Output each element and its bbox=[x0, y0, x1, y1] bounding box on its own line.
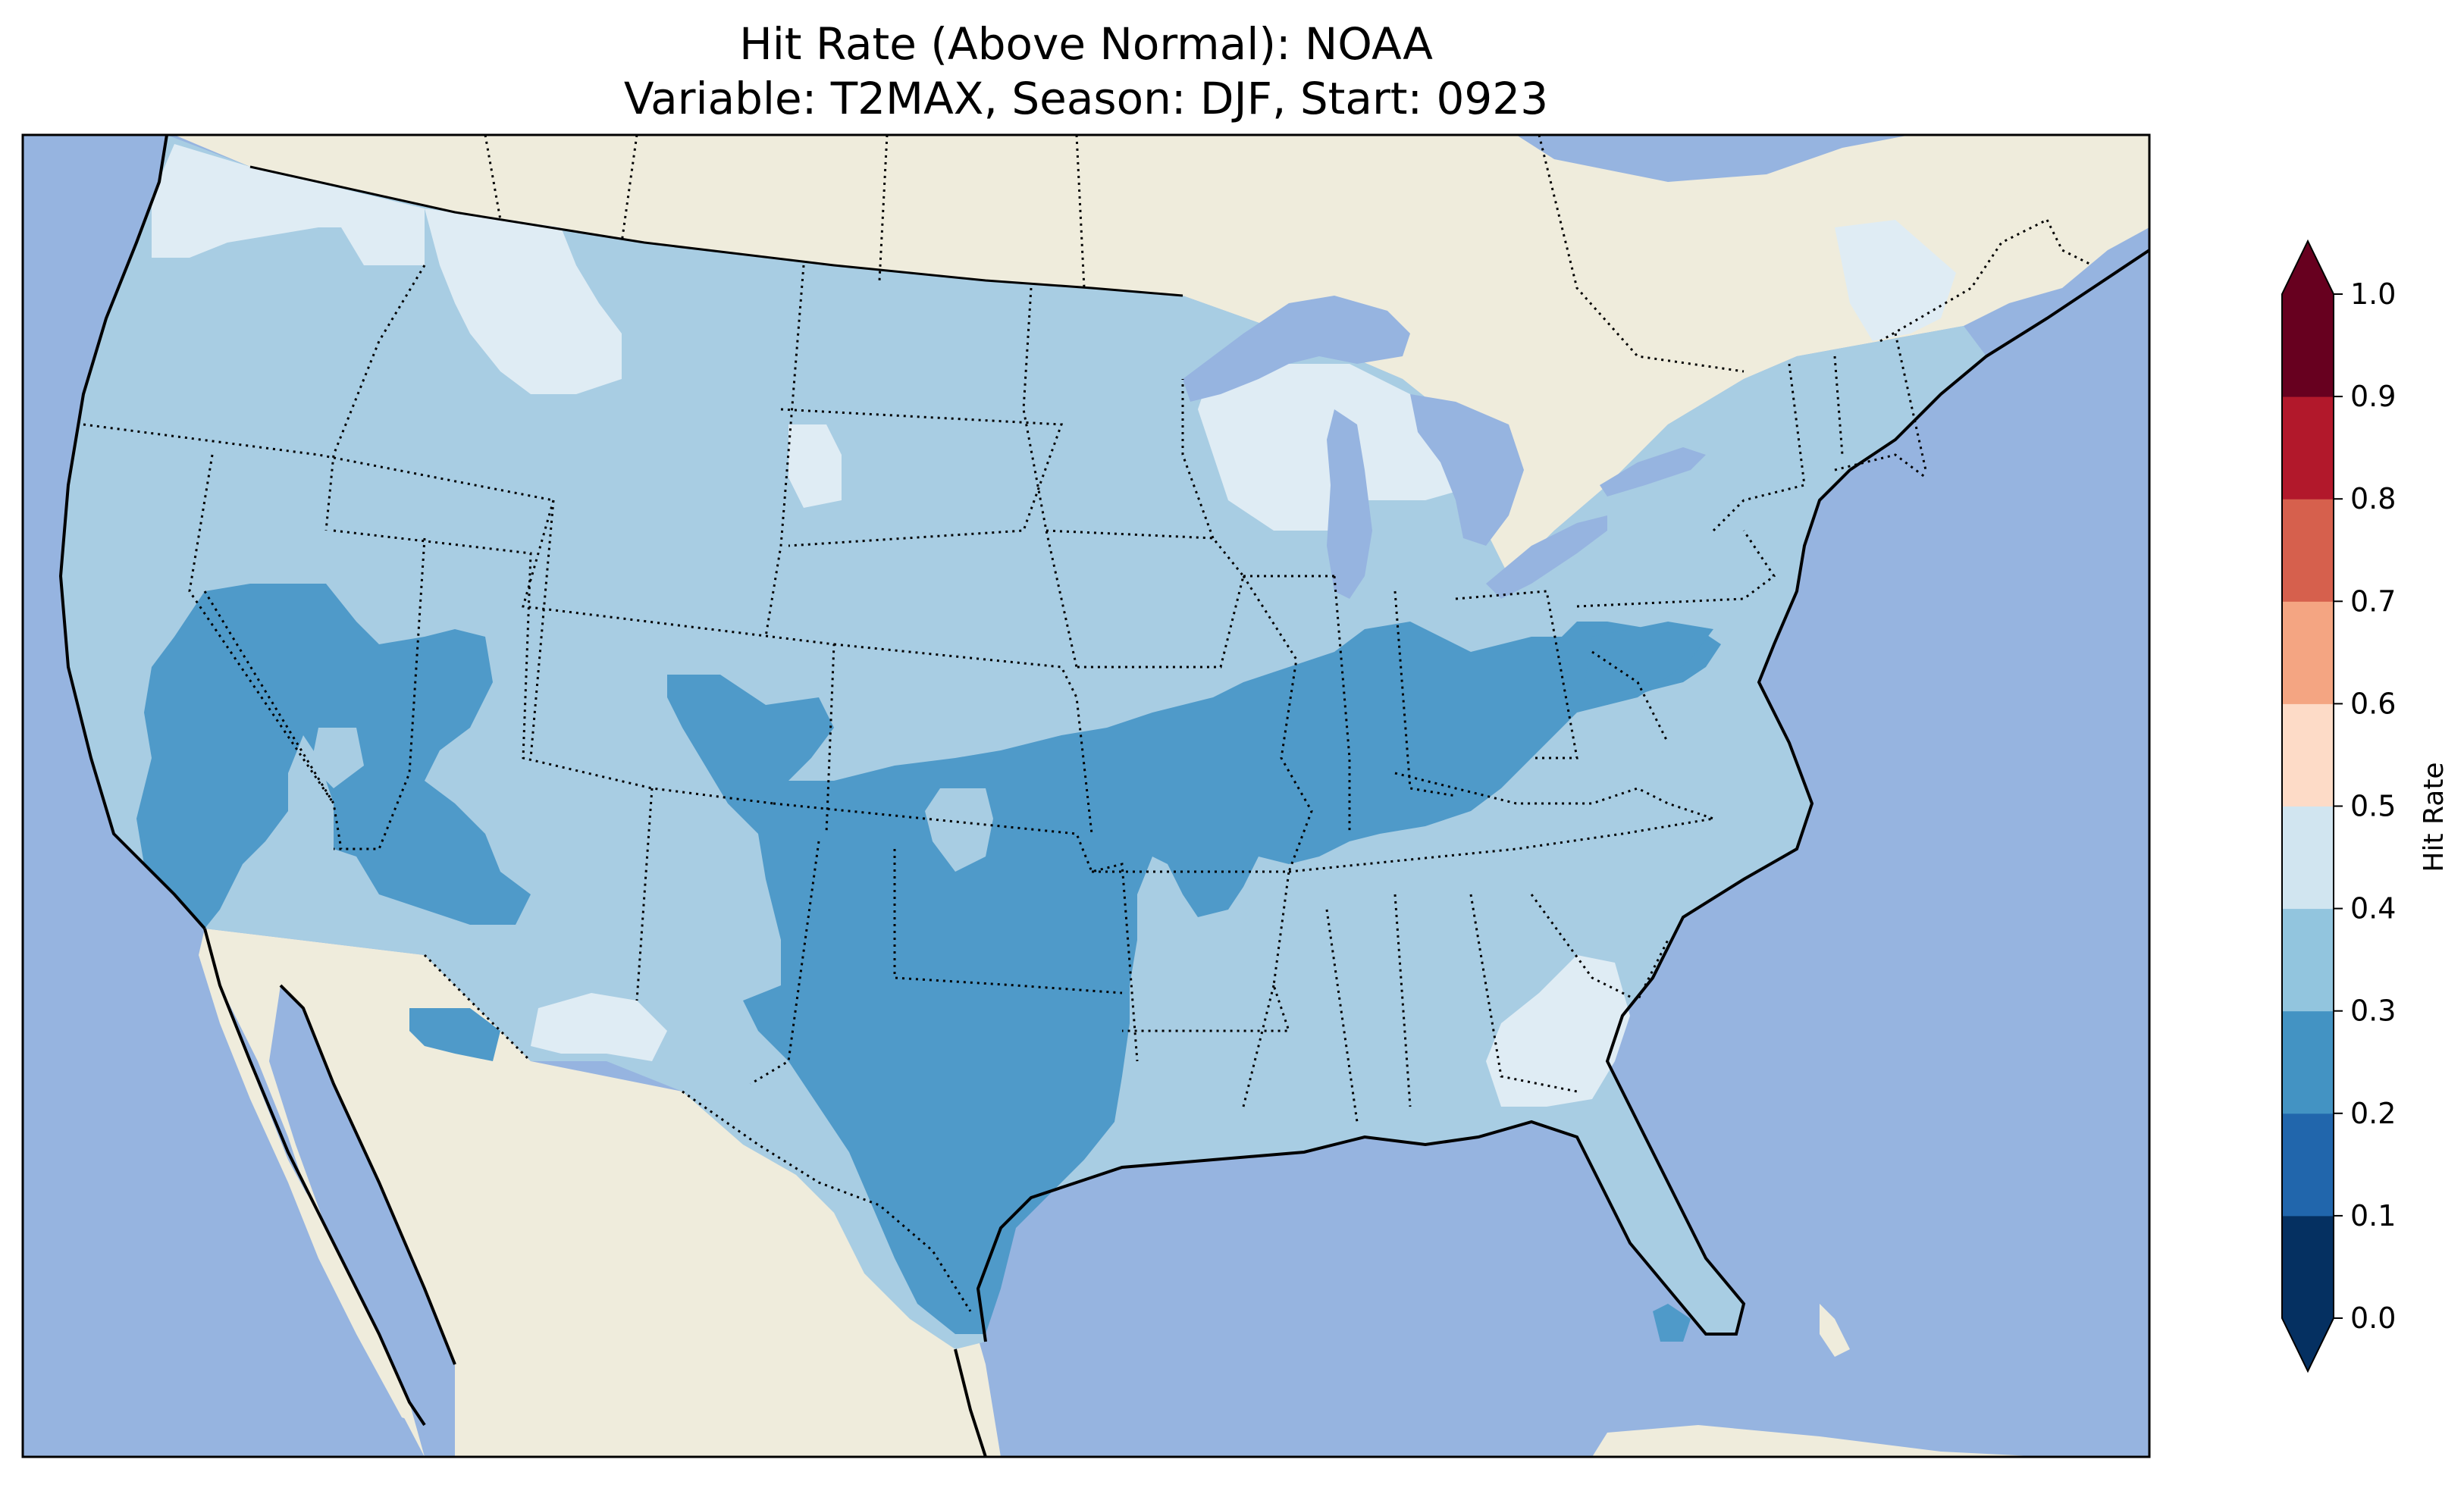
colorbar-segment bbox=[2282, 703, 2334, 807]
region-hit-rate-0.3-0.4 bbox=[925, 788, 993, 872]
colorbar-segment bbox=[2282, 1215, 2334, 1319]
canada-province-borders bbox=[423, 135, 2093, 1312]
colorbar-tick-label: 0.7 bbox=[2350, 584, 2396, 618]
bahamas-land bbox=[1820, 1304, 1850, 1357]
lake-huron bbox=[1410, 394, 1524, 546]
colorbar-tick-label: 0.9 bbox=[2350, 380, 2396, 413]
colorbar-tick-label: 0.1 bbox=[2350, 1199, 2396, 1232]
colorbar-segment bbox=[2282, 396, 2334, 500]
colorbar-segment bbox=[2282, 908, 2334, 1012]
international-borders bbox=[249, 165, 1183, 297]
colorbar-label: Hit Rate bbox=[2419, 762, 2450, 872]
region-hit-rate-0.4-0.5 bbox=[788, 424, 842, 508]
region-hit-rate-0.4-0.5 bbox=[1486, 955, 1630, 1107]
great-lakes bbox=[1183, 296, 1706, 599]
region-hit-rate-0.4-0.5 bbox=[1835, 220, 1956, 341]
colorbar-segment bbox=[2282, 499, 2334, 602]
region-hit-rate-0.2-0.3 bbox=[409, 1008, 500, 1061]
hit-rate-heatmap bbox=[61, 135, 1986, 1349]
colorbar-segment bbox=[2282, 806, 2334, 910]
lake-superior bbox=[1183, 296, 1410, 402]
colorbar-tick-label: 1.0 bbox=[2350, 277, 2396, 311]
gulf-of-california bbox=[269, 985, 455, 1457]
state-borders bbox=[83, 265, 1927, 1123]
colorbar-segments bbox=[2281, 239, 2334, 1373]
colorbar-tick-label: 0.6 bbox=[2350, 687, 2396, 720]
colorbar-tick-label: 0.2 bbox=[2350, 1097, 2396, 1130]
colorbar-segment bbox=[2282, 1010, 2334, 1114]
region-hit-rate-0.3-0.4 bbox=[311, 728, 364, 788]
title-line-2: Variable: T2MAX, Season: DJF, Start: 092… bbox=[623, 73, 1549, 124]
colorbar-under-triangle bbox=[2282, 1318, 2334, 1371]
map-frame bbox=[21, 133, 2151, 1458]
lake-michigan bbox=[1327, 409, 1372, 599]
colorbar-segment bbox=[2282, 601, 2334, 704]
title-line-1: Hit Rate (Above Normal): NOAA bbox=[739, 18, 1433, 70]
lake-erie bbox=[1486, 515, 1607, 599]
colorbar-segment bbox=[2282, 294, 2334, 397]
cuba-land bbox=[1592, 1425, 2047, 1457]
colorbar-tick-label: 0.3 bbox=[2350, 994, 2396, 1028]
colorbar-over-triangle bbox=[2282, 241, 2334, 294]
maritimes-land bbox=[1971, 144, 2149, 250]
colorbar-ticks: 0.0 0.1 0.2 0.3 0.4 0.5 0.6 0.7 0.8 0.9 1.0 bbox=[2334, 277, 2396, 1335]
colorbar-tick-label: 0.8 bbox=[2350, 482, 2396, 515]
region-hit-rate-0.2-0.3 bbox=[667, 622, 1721, 1334]
region-hit-rate-0.2-0.3 bbox=[1653, 1304, 1691, 1342]
colorbar-tick-label: 0.4 bbox=[2350, 892, 2396, 926]
chart-title: Hit Rate (Above Normal): NOAA Variable: … bbox=[23, 17, 2149, 126]
lake-ontario bbox=[1600, 447, 1706, 496]
region-hit-rate-0.4-0.5 bbox=[531, 993, 667, 1061]
region-hit-rate-0.4-0.5 bbox=[425, 208, 622, 394]
region-hit-rate-0.2-0.3 bbox=[1585, 622, 1713, 705]
colorbar-tick-label: 0.5 bbox=[2350, 790, 2396, 823]
region-hit-rate-0.4-0.5 bbox=[152, 144, 425, 265]
colorbar-tick-label: 0.0 bbox=[2350, 1301, 2396, 1335]
coastlines bbox=[58, 135, 2149, 1457]
colorbar-segment bbox=[2282, 1113, 2334, 1217]
